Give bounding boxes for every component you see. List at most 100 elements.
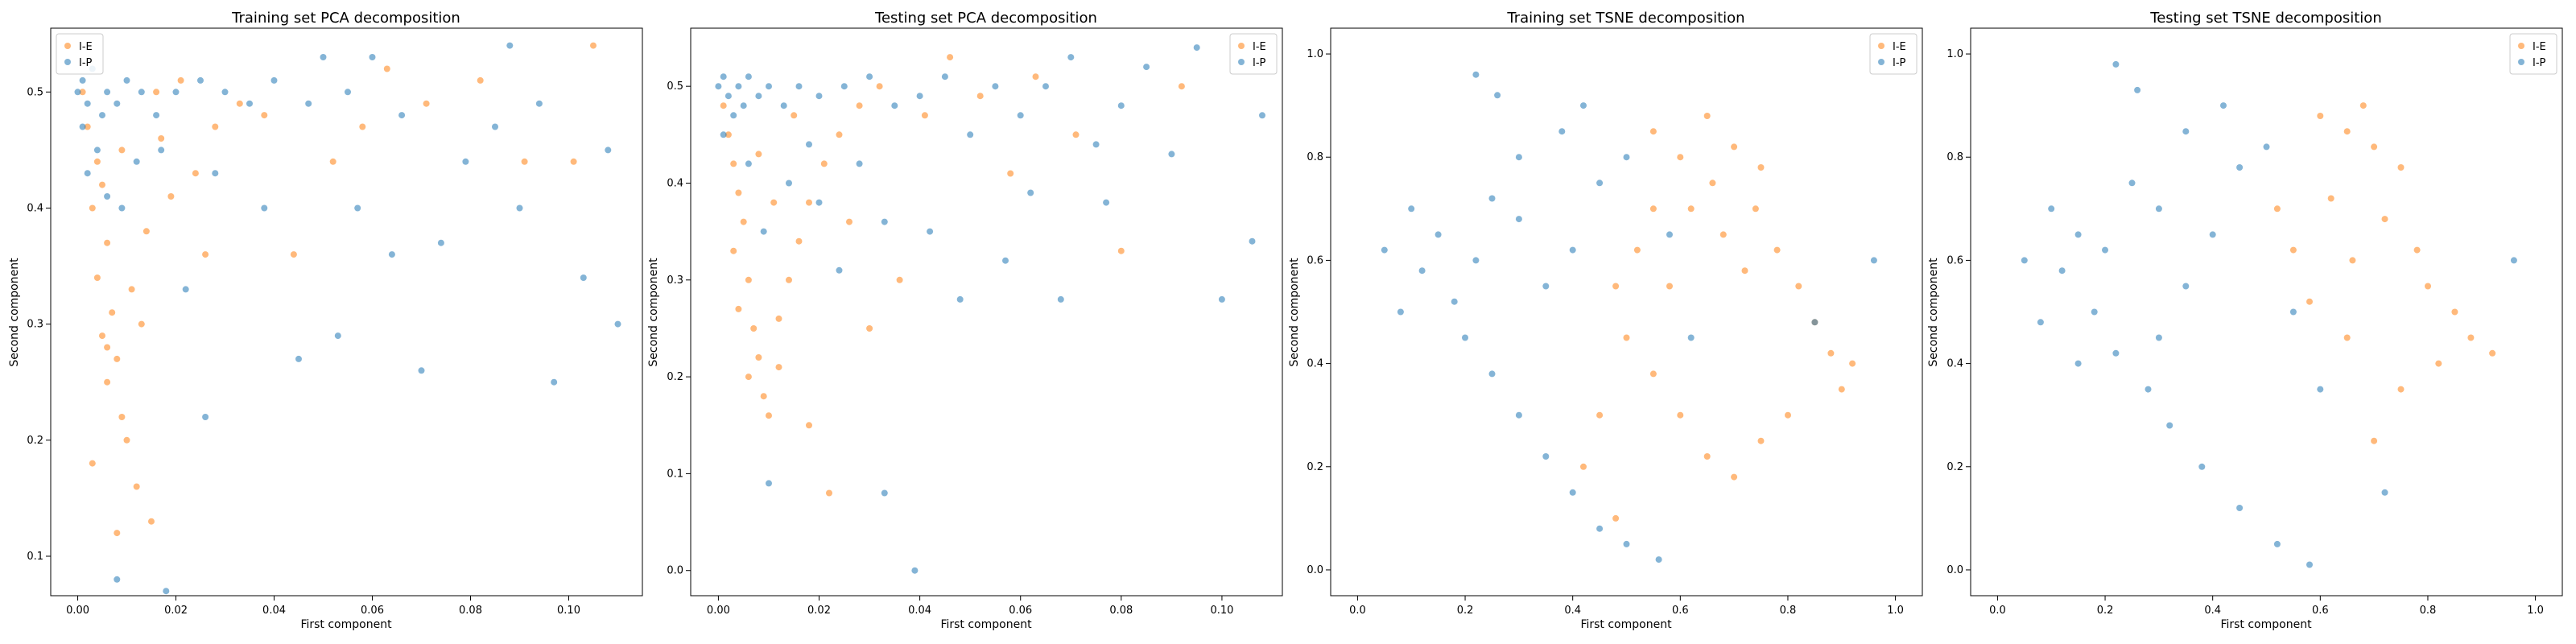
data-point <box>1649 128 1657 135</box>
data-point <box>896 276 903 283</box>
data-point <box>128 286 135 293</box>
y-tick-label: 0.6 <box>1307 254 1323 266</box>
data-point <box>1827 349 1835 357</box>
data-point <box>2451 308 2458 316</box>
data-point <box>2166 422 2174 429</box>
data-point <box>158 135 165 142</box>
data-point <box>730 112 737 119</box>
data-point <box>1569 246 1576 254</box>
data-point <box>462 158 469 165</box>
data-point <box>104 378 111 386</box>
legend-marker-i-e <box>1878 43 1885 49</box>
data-point <box>1218 295 1225 303</box>
data-point <box>153 89 160 96</box>
panel-title: Training set TSNE decomposition <box>1506 10 1744 27</box>
data-point <box>2397 386 2405 393</box>
plot-frame <box>1330 27 1923 597</box>
data-point <box>423 100 430 107</box>
data-point <box>2306 561 2313 568</box>
legend-label-i-p: I-P <box>1253 57 1266 69</box>
data-point <box>2037 319 2044 326</box>
series-i-e <box>79 42 597 537</box>
y-tick-label: 0.3 <box>27 319 43 331</box>
data-point <box>724 131 732 138</box>
data-point <box>720 102 727 109</box>
data-point <box>2198 463 2206 470</box>
data-point <box>2209 231 2216 238</box>
data-point <box>745 73 752 80</box>
y-tick-label: 0.4 <box>667 177 683 189</box>
data-point <box>2236 164 2244 171</box>
y-tick-label: 0.8 <box>1307 151 1323 163</box>
data-point <box>1408 205 1415 213</box>
data-point <box>2134 86 2141 93</box>
data-point <box>806 422 812 429</box>
series-i-e <box>720 54 1185 497</box>
data-point <box>730 160 737 167</box>
panel-testing-tsne: Testing set TSNE decomposition 0.0 0.2 0.4… <box>1927 10 2563 631</box>
data-point <box>815 199 823 206</box>
data-point <box>1103 199 1110 206</box>
data-point <box>492 123 498 130</box>
data-point <box>836 266 843 274</box>
y-tick-label: 0.5 <box>667 80 683 93</box>
x-tick-label: 0.6 <box>1672 605 1689 617</box>
data-point <box>1515 411 1522 419</box>
data-point <box>720 131 727 138</box>
data-point <box>261 204 268 212</box>
data-point <box>359 123 366 130</box>
data-point <box>1143 64 1150 71</box>
data-point <box>329 158 336 165</box>
data-point <box>236 100 243 107</box>
data-point <box>516 204 523 212</box>
x-tick-label: 0.6 <box>2312 605 2329 617</box>
data-point <box>2112 349 2120 357</box>
y-tick-label: 0.2 <box>1946 461 1963 473</box>
data-point <box>866 325 873 332</box>
x-tick-label: 0.4 <box>2204 605 2221 617</box>
data-point <box>221 89 229 96</box>
data-point <box>418 367 425 374</box>
data-point <box>1596 411 1604 419</box>
data-point <box>1633 246 1641 254</box>
data-point <box>740 102 747 109</box>
data-point <box>104 89 111 96</box>
data-point <box>745 160 752 167</box>
data-point <box>1435 231 1442 238</box>
data-point <box>1418 267 1426 275</box>
data-point <box>123 436 130 444</box>
data-point <box>1752 205 1759 213</box>
data-point <box>118 147 126 154</box>
data-point <box>551 378 558 386</box>
data-point <box>2112 60 2120 68</box>
data-point <box>2289 308 2297 316</box>
x-tick-label: 0.8 <box>2420 605 2437 617</box>
y-tick-label: 0.4 <box>27 202 43 214</box>
series-i-p <box>74 42 621 595</box>
data-point <box>740 218 747 225</box>
data-point <box>2155 334 2162 341</box>
data-point <box>866 73 873 80</box>
panel-training-pca: Training set PCA decomposition 0.00 0.02 0… <box>8 10 643 631</box>
x-tick-label: 0.4 <box>1564 605 1581 617</box>
y-axis: 0.1 0.2 0.3 0.4 0.5 <box>27 86 51 563</box>
x-tick-label: 0.0 <box>1989 605 2006 617</box>
data-point <box>775 364 782 371</box>
data-point <box>820 160 828 167</box>
data-point <box>1687 205 1695 213</box>
data-point <box>142 228 150 235</box>
legend-label-i-e: I-E <box>79 41 93 53</box>
x-tick-label: 0.04 <box>908 605 931 617</box>
x-tick-label: 0.2 <box>1457 605 1474 617</box>
legend-label-i-e: I-E <box>2533 41 2546 53</box>
data-point <box>1703 453 1711 460</box>
data-point <box>1067 54 1075 61</box>
data-point <box>369 54 376 60</box>
y-axis-label: Second component <box>1927 258 1940 367</box>
data-point <box>2317 386 2324 393</box>
x-tick-label: 0.06 <box>361 605 384 617</box>
data-point <box>79 123 86 130</box>
data-point <box>590 42 597 49</box>
y-tick-label: 0.4 <box>1946 358 1963 370</box>
